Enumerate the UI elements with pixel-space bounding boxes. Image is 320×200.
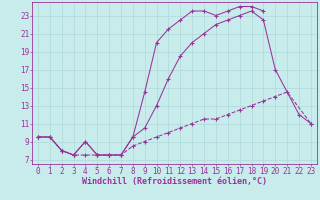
- X-axis label: Windchill (Refroidissement éolien,°C): Windchill (Refroidissement éolien,°C): [82, 177, 267, 186]
